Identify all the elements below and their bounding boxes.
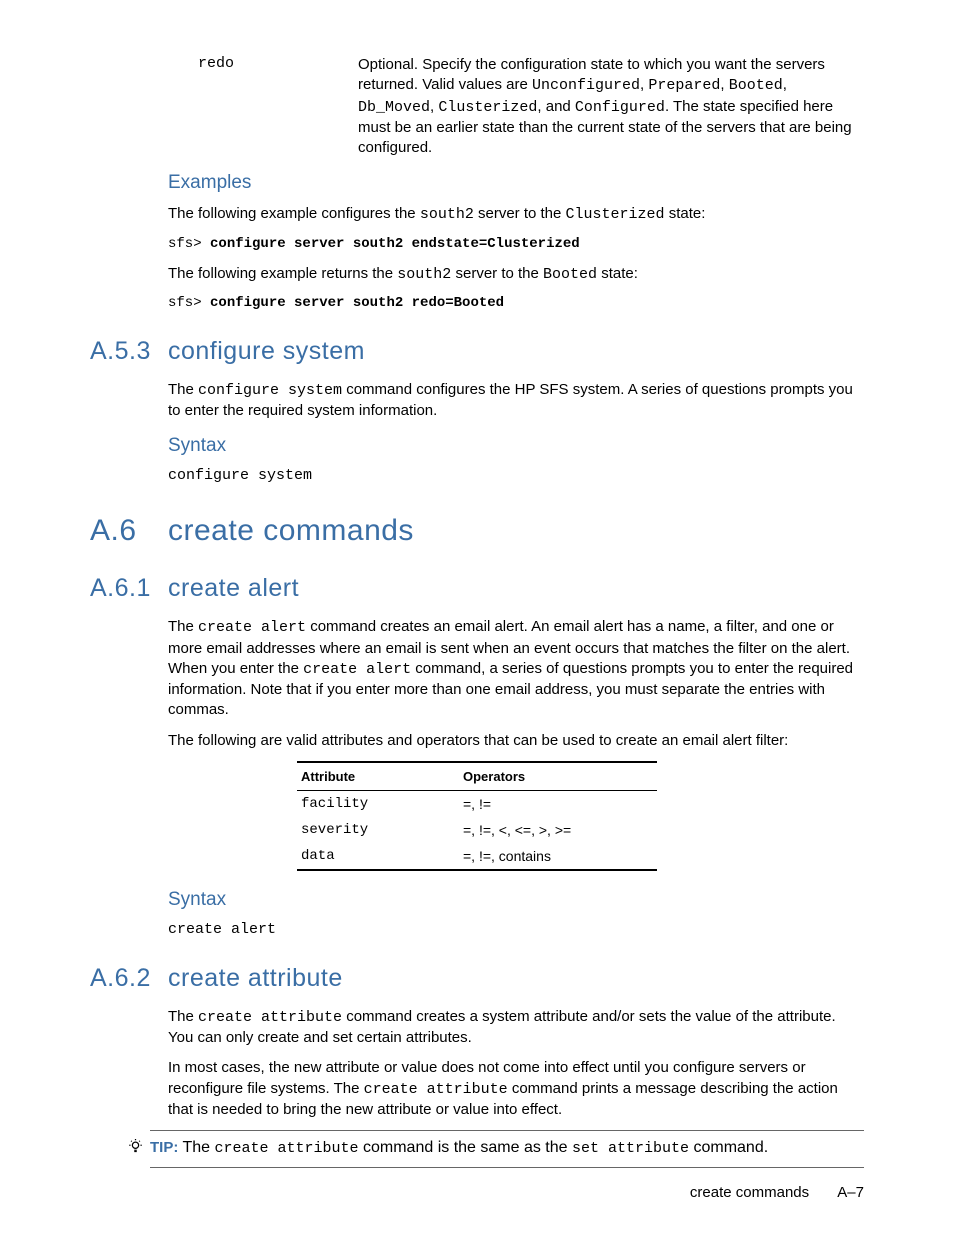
param-name: redo [168, 55, 358, 158]
a53-pre: The [168, 381, 198, 398]
a61-p2: The following are valid attributes and o… [168, 731, 864, 751]
a62-p1-code: create attribute [198, 1009, 342, 1026]
a61-syntax-heading: Syntax [168, 889, 864, 911]
a61-p1-code1: create alert [198, 619, 306, 636]
table-row: data =, !=, contains [297, 843, 657, 870]
param-val-4: Clusterized [438, 99, 537, 116]
a62-p1-pre: The [168, 1008, 198, 1025]
a53-title: configure system [168, 337, 365, 366]
a61-syntax: create alert [168, 921, 864, 938]
page: redo Optional. Specify the configuration… [0, 0, 954, 1235]
param-row-redo: redo Optional. Specify the configuration… [168, 55, 864, 158]
examples-line1: The following example configures the sou… [168, 204, 864, 225]
section-a61-heading: A.6.1 create alert [90, 574, 864, 603]
cell-attr-0: facility [297, 790, 459, 817]
tip-code2: set attribute [572, 1140, 689, 1157]
ex1-post: state: [665, 205, 706, 222]
cmd1-text: configure server south2 endstate=Cluster… [210, 236, 580, 252]
table-header-row: Attribute Operators [297, 762, 657, 791]
ex2-code1: south2 [397, 266, 451, 283]
cmd2-text: configure server south2 redo=Booted [210, 295, 504, 311]
a61-num: A.6.1 [90, 574, 168, 603]
examples-line2: The following example returns the south2… [168, 264, 864, 285]
tip-pre: The [178, 1139, 214, 1156]
footer-page: A–7 [837, 1184, 864, 1201]
footer-text: create commands [690, 1184, 809, 1201]
a6-title: create commands [168, 514, 414, 548]
lightbulb-icon [128, 1139, 143, 1158]
param-val-1: Prepared [648, 77, 720, 94]
a53-syntax: configure system [168, 467, 864, 484]
section-a53-heading: A.5.3 configure system [90, 337, 864, 366]
ex2-post: state: [597, 265, 638, 282]
cell-ops-0: =, != [459, 790, 657, 817]
table-row: severity =, !=, <, <=, >, >= [297, 817, 657, 843]
th-operators: Operators [459, 762, 657, 791]
cell-ops-1: =, !=, <, <=, >, >= [459, 817, 657, 843]
ex1-code2: Clusterized [566, 206, 665, 223]
a53-para: The configure system command configures … [168, 380, 864, 422]
tip-block: TIP: The create attribute command is the… [150, 1130, 864, 1168]
a62-p2-code: create attribute [364, 1081, 508, 1098]
ex2-mid: server to the [451, 265, 543, 282]
cell-ops-2: =, !=, contains [459, 843, 657, 870]
a62-p1: The create attribute command creates a s… [168, 1007, 864, 1049]
a62-title: create attribute [168, 964, 343, 993]
ex1-mid: server to the [474, 205, 566, 222]
cmd2-prompt: sfs> [168, 295, 210, 311]
examples-heading: Examples [168, 172, 864, 194]
examples-cmd2: sfs> configure server south2 redo=Booted [168, 295, 864, 311]
a61-p1: The create alert command creates an emai… [168, 617, 864, 720]
section-a62-heading: A.6.2 create attribute [90, 964, 864, 993]
cell-attr-1: severity [297, 817, 459, 843]
th-attribute: Attribute [297, 762, 459, 791]
table-row: facility =, != [297, 790, 657, 817]
tip-label: TIP: [150, 1139, 178, 1156]
a61-p1-code2: create alert [303, 661, 411, 678]
ex2-code2: Booted [543, 266, 597, 283]
a62-p2: In most cases, the new attribute or valu… [168, 1058, 864, 1120]
param-desc: Optional. Specify the configuration stat… [358, 55, 864, 158]
examples-cmd1: sfs> configure server south2 endstate=Cl… [168, 236, 864, 252]
param-val-2: Booted [729, 77, 783, 94]
cell-attr-2: data [297, 843, 459, 870]
a53-num: A.5.3 [90, 337, 168, 366]
section-a6-heading: A.6 create commands [90, 514, 864, 548]
tip-mid: command is the same as the [359, 1139, 572, 1156]
a53-code: configure system [198, 382, 342, 399]
cmd1-prompt: sfs> [168, 236, 210, 252]
page-footer: create commands A–7 [690, 1184, 864, 1201]
tip-code1: create attribute [215, 1140, 359, 1157]
param-val-5: Configured [575, 99, 665, 116]
param-val-3: Db_Moved [358, 99, 430, 116]
a61-title: create alert [168, 574, 299, 603]
tip-post: command. [689, 1139, 768, 1156]
ex1-pre: The following example configures the [168, 205, 420, 222]
ex2-pre: The following example returns the [168, 265, 397, 282]
a6-num: A.6 [90, 514, 168, 548]
a62-num: A.6.2 [90, 964, 168, 993]
ex1-code1: south2 [420, 206, 474, 223]
param-val-0: Unconfigured [532, 77, 640, 94]
a61-p1-pre: The [168, 618, 198, 635]
attribute-table: Attribute Operators facility =, != sever… [297, 761, 657, 871]
a53-syntax-heading: Syntax [168, 435, 864, 457]
